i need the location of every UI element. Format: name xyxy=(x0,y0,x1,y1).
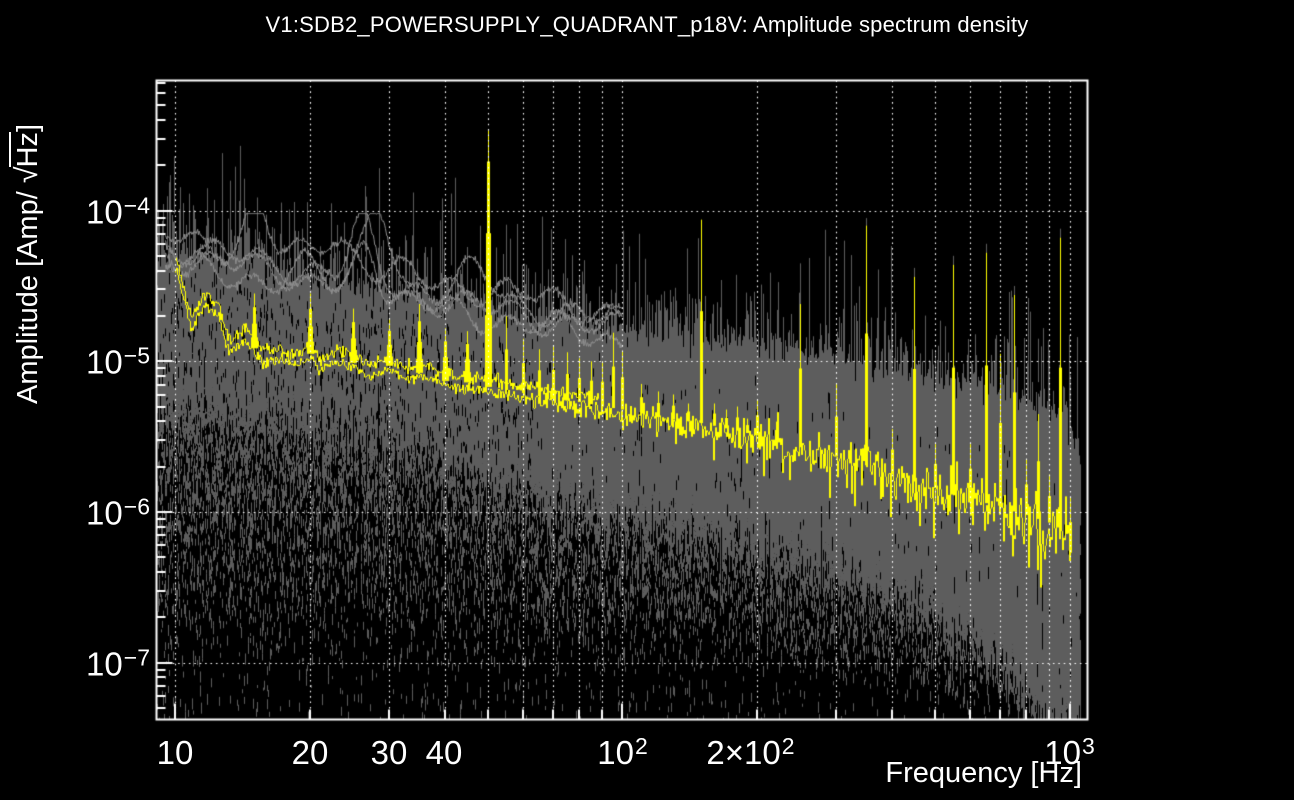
x-tick-label-40: 40 xyxy=(425,734,463,771)
x-tick-label-20: 20 xyxy=(291,734,329,771)
y-axis-title-suffix: ] xyxy=(12,123,44,132)
x-tick-label-100: 102 xyxy=(597,733,648,771)
y-axis-title-radicand: Hz xyxy=(9,132,44,168)
x-tick-label-10: 10 xyxy=(156,734,194,771)
y-tick-label-1e-4: 10−4 xyxy=(86,192,150,231)
y-tick-label-1e-5: 10−5 xyxy=(86,342,150,381)
y-axis-title-prefix: Amplitude [Amp/ xyxy=(12,183,44,404)
y-axis-title: Amplitude [Amp/ √Hz] xyxy=(9,123,45,404)
plot-title: V1:SDB2_POWERSUPPLY_QUADRANT_p18V: Ampli… xyxy=(265,12,1029,37)
y-tick-label-1e-7: 10−7 xyxy=(86,644,150,683)
x-axis-title: Frequency [Hz] xyxy=(885,757,1082,789)
y-tick-label-1e-6: 10−6 xyxy=(86,493,150,532)
x-tick-label-30: 30 xyxy=(370,734,408,771)
sqrt-symbol: √ xyxy=(10,166,44,184)
x-tick-label-200: 2×102 xyxy=(706,733,795,771)
x-tick-label-1000: 103 xyxy=(1044,733,1095,771)
